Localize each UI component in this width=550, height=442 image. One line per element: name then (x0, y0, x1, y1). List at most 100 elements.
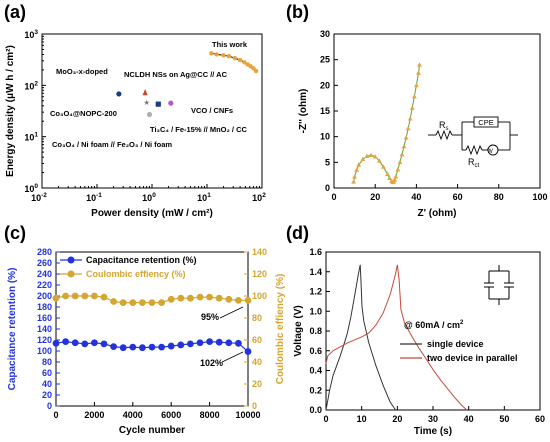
nyquist-point (360, 156, 366, 162)
point-label-co3o4-nopc: Co₃O₄@NOPC-200 (50, 109, 117, 118)
circuit-cpe-label: CPE (478, 118, 493, 127)
nyquist-point (414, 82, 419, 88)
panel-c-ticks: 0 2000 4000 6000 8000 10000020406080100120140… (37, 247, 267, 420)
point-label-ncldh: NCLDH NSs on Ag@CC // AC (124, 70, 228, 79)
capacitance-point (177, 341, 185, 349)
capacitance-point (52, 339, 60, 347)
coulombic-point (158, 299, 166, 306)
reference-point (146, 111, 153, 118)
panel-d-label: (d) (286, 223, 309, 243)
this-work-point (232, 55, 237, 61)
panel-b-xtick-label: 0 (331, 192, 336, 202)
coulombic-point (119, 299, 127, 306)
coulombic-point (129, 299, 137, 306)
panel-d-xtick-label: 30 (428, 414, 438, 424)
this-work-point (226, 53, 232, 59)
panel-c-ytick-label: 200 (37, 291, 52, 301)
panel-c: (c) 0 2000 4000 6000 8000 1000002040608010012… (4, 223, 286, 436)
coulombic-point (177, 294, 185, 302)
panel-c-y2tick-label: 20 (252, 379, 262, 389)
reference-point (168, 100, 174, 106)
this-work-label: This work (212, 40, 248, 49)
panel-c-ytick-label: 280 (37, 247, 52, 257)
coulombic-point (81, 292, 89, 300)
capacitance-point (206, 338, 214, 346)
nyquist-point (407, 116, 413, 121)
nyquist-point (381, 164, 386, 169)
panel-c-ytick-label: 0 (47, 401, 52, 411)
nyquist-point (416, 70, 421, 75)
coulombic-point (206, 293, 214, 301)
panel-b-ytick-label: 5 (325, 157, 330, 167)
capacitance-point (235, 339, 242, 347)
this-work-point (253, 68, 259, 74)
nyquist-point (399, 152, 405, 157)
panel-c-ytick-label: 40 (42, 379, 52, 389)
nyquist-point (356, 162, 362, 167)
panel-d-ylabel: Voltage (V) (293, 305, 304, 356)
reference-point (142, 89, 148, 96)
capacitance-point (62, 338, 69, 346)
coulombic-point (235, 297, 242, 304)
legend-coulombic-marker (67, 270, 75, 278)
panel-d-ytick-label: 0.8 (309, 326, 322, 336)
annotation-95: 95% (201, 312, 219, 322)
capacitance-point (187, 340, 194, 348)
annotation-102-arrow (221, 351, 244, 363)
nyquist-point (411, 94, 417, 99)
capacitance-point (167, 342, 175, 350)
panel-c-ytick-label: 240 (37, 269, 52, 279)
nyquist-point (397, 159, 403, 165)
panel-c-xtick-label: 8000 (200, 410, 220, 420)
panel-b-xtick-label: 100 (532, 192, 547, 202)
panel-c-ytick-label: 140 (37, 324, 52, 334)
panel-a-xtick-label: 100 (142, 192, 156, 203)
panel-c-ytick-label: 60 (42, 368, 52, 378)
panel-d-ytick-label: 0.2 (309, 385, 322, 395)
panel-b-ylabel: -Z'' (ohm) (298, 89, 309, 134)
panel-b-xtick-label: 40 (411, 192, 421, 202)
panel-b-xtick-label: 80 (494, 192, 504, 202)
legend-capacitance-text: Capacitance retention (%) (86, 255, 197, 265)
panel-c-xtick-label: 6000 (161, 410, 181, 420)
panel-d-xtick-label: 10 (357, 414, 367, 424)
capacitance-point (129, 343, 137, 351)
panel-d-ticks: 0 10 20 30 40 50 60 0.0 0.2 0.4 0.6 0.8 1.0 1.2 1.4 1.6 (309, 247, 545, 424)
panel-a-xtick-label: 101 (197, 192, 211, 203)
capacitance-point (158, 343, 166, 351)
panel-b: (b) 0 20 40 60 80 100 0 5 10 15 20 25 30 Z' (ohm) -Z… (286, 2, 548, 219)
panel-c-ytick-label: 220 (37, 280, 52, 290)
panel-d: (d) 0 10 20 30 40 50 60 0.0 0.2 0.4 0.6 0.8 1.0 1.2 1.… (286, 223, 545, 437)
panel-b-ticks: 0 20 40 60 80 100 0 5 10 15 20 25 30 (320, 29, 548, 202)
circuit-rs-label: Rs (439, 120, 449, 132)
nyquist-point (354, 167, 360, 172)
panel-c-y2tick-label: 40 (252, 357, 262, 367)
panel-c-y2label: Coulombic effiency (%) (275, 274, 286, 385)
coulombic-point (91, 292, 98, 300)
nyquist-point (409, 105, 415, 110)
panel-b-ytick-label: 20 (320, 80, 330, 90)
panel-d-xtick-label: 40 (464, 414, 474, 424)
panel-a-xtick-label: 10-2 (31, 192, 47, 203)
panel-b-ytick-label: 25 (320, 55, 330, 65)
coulombic-point (196, 293, 204, 301)
panel-d-ytick-label: 0.6 (309, 346, 322, 356)
panel-b-xtick-label: 60 (453, 192, 463, 202)
legend-capacitance-marker (67, 256, 75, 264)
resistor-rct-icon (465, 144, 483, 156)
point-label-co3o4-ni: Co₃O₄ / Ni foam // Fe₂O₃ / Ni foam (52, 140, 172, 149)
point-label-ti3c4: Ti₃C₄ / Fe-15% // MnO₂ / CC (150, 125, 247, 134)
capacitance-point (81, 340, 89, 348)
panel-c-ytick-label: 160 (37, 313, 52, 323)
panel-b-ytick-label: 10 (320, 132, 330, 142)
nyquist-point (364, 153, 370, 158)
panel-c-y2tick-label: 60 (252, 335, 262, 345)
panel-c-ylabel: Capacitance retention (%) (7, 268, 18, 391)
panel-c-y2tick-label: 100 (252, 291, 267, 301)
nyquist-point (385, 171, 390, 176)
panel-a-xlabel: Power density (mW / cm²) (91, 208, 213, 219)
nyquist-point (372, 154, 378, 159)
nyquist-point (405, 125, 411, 131)
this-work-point (251, 66, 256, 71)
